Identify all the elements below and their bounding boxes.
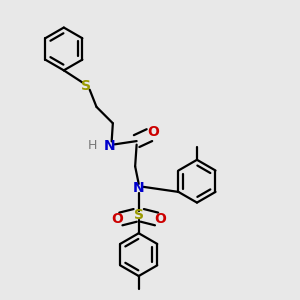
- Text: O: O: [154, 212, 166, 226]
- Text: S: S: [134, 208, 144, 222]
- Text: N: N: [104, 139, 116, 152]
- Text: O: O: [111, 212, 123, 226]
- Text: N: N: [133, 181, 145, 195]
- Text: H: H: [88, 139, 97, 152]
- Text: O: O: [147, 124, 159, 139]
- Text: S: S: [81, 79, 91, 93]
